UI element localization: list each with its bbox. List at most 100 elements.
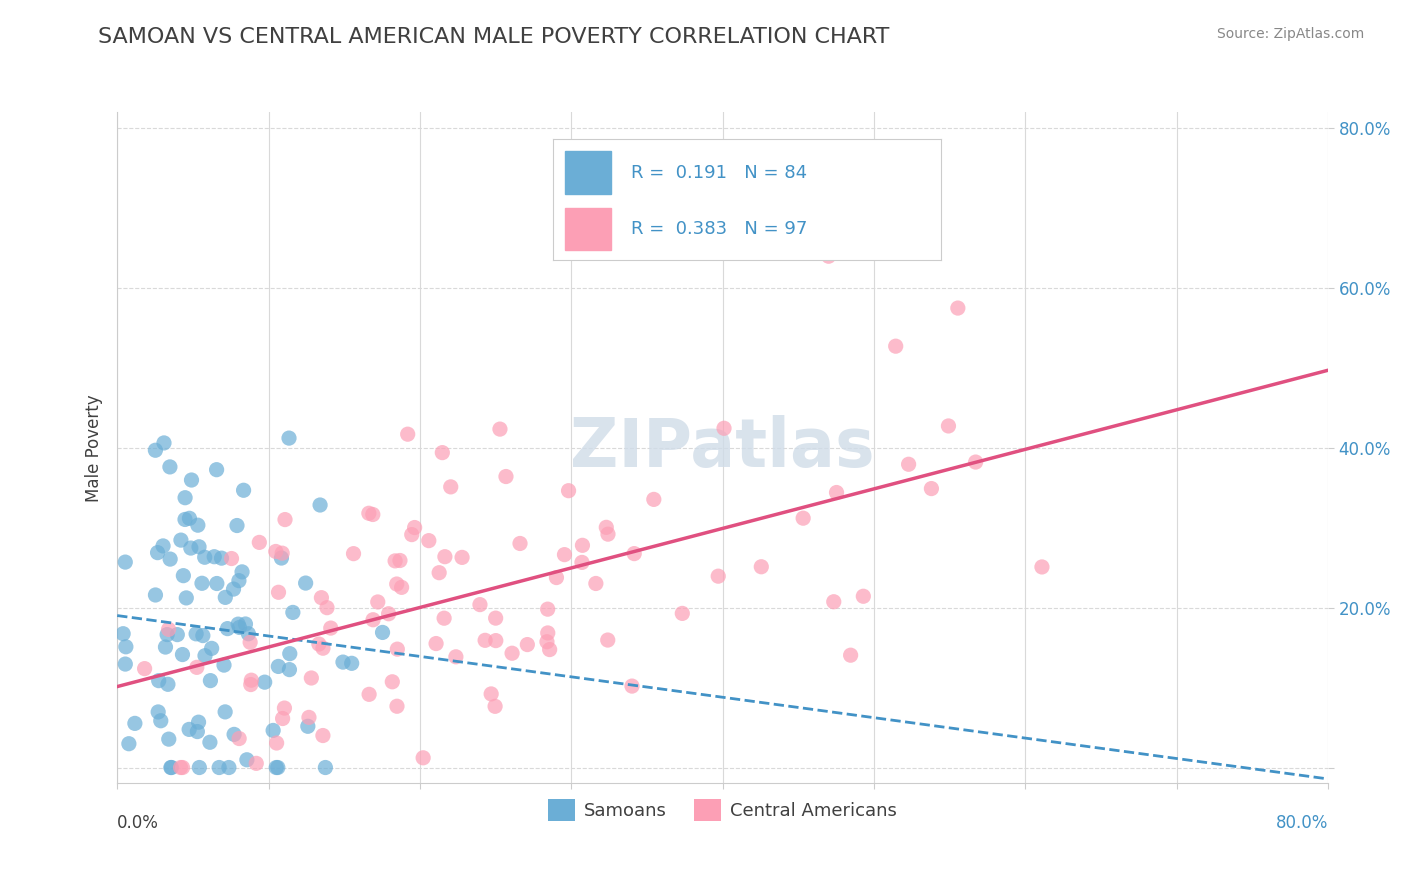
Point	[148, 673, 170, 688]
Point	[145, 443, 167, 458]
Point	[595, 520, 617, 534]
Point	[418, 533, 440, 548]
Point	[228, 620, 250, 634]
Point	[361, 613, 384, 627]
Point	[495, 469, 517, 483]
Point	[387, 642, 409, 657]
Point	[489, 422, 512, 436]
Point	[278, 647, 301, 661]
Point	[253, 675, 276, 690]
Point	[187, 715, 209, 730]
Point	[427, 566, 450, 580]
Point	[194, 550, 217, 565]
Point	[156, 677, 179, 691]
Point	[643, 492, 665, 507]
Point	[308, 637, 330, 651]
Point	[707, 569, 730, 583]
Point	[342, 547, 364, 561]
Point	[153, 436, 176, 450]
Point	[367, 595, 389, 609]
Point	[231, 565, 253, 579]
Point	[218, 760, 240, 774]
Point	[319, 621, 342, 635]
Point	[201, 641, 224, 656]
Point	[401, 527, 423, 541]
Point	[115, 640, 138, 654]
Text: Source: ZipAtlas.com: Source: ZipAtlas.com	[1216, 27, 1364, 41]
Point	[202, 549, 225, 564]
Point	[946, 301, 969, 315]
Point	[377, 607, 399, 621]
Point	[174, 591, 197, 605]
Point	[571, 538, 593, 552]
Point	[247, 535, 270, 549]
Point	[169, 760, 191, 774]
Point	[749, 559, 772, 574]
Point	[114, 555, 136, 569]
Point	[316, 600, 339, 615]
Point	[852, 589, 875, 603]
Point	[267, 760, 290, 774]
Point	[385, 577, 408, 591]
Point	[553, 548, 575, 562]
Point	[205, 576, 228, 591]
Point	[191, 629, 214, 643]
Point	[114, 657, 136, 671]
Point	[621, 679, 644, 693]
Point	[884, 339, 907, 353]
Point	[312, 641, 335, 656]
Point	[155, 640, 177, 654]
Y-axis label: Male Poverty: Male Poverty	[86, 394, 103, 502]
Point	[623, 547, 645, 561]
Point	[156, 627, 179, 641]
Point	[412, 751, 434, 765]
Point	[239, 635, 262, 649]
Point	[146, 546, 169, 560]
Point	[217, 622, 239, 636]
Point	[245, 756, 267, 771]
Point	[920, 482, 942, 496]
Point	[546, 570, 568, 584]
Point	[468, 598, 491, 612]
Point	[186, 724, 208, 739]
Point	[792, 511, 814, 525]
Point	[485, 611, 508, 625]
Point	[433, 549, 456, 564]
Point	[157, 623, 180, 637]
Point	[388, 553, 411, 567]
Point	[273, 701, 295, 715]
Point	[938, 419, 960, 434]
Point	[537, 602, 560, 616]
Point	[262, 723, 284, 738]
Point	[214, 591, 236, 605]
Point	[152, 539, 174, 553]
Point	[228, 731, 250, 746]
Legend: Samoans, Central Americans: Samoans, Central Americans	[541, 792, 904, 828]
Point	[281, 606, 304, 620]
Point	[266, 736, 288, 750]
Point	[361, 508, 384, 522]
Point	[267, 659, 290, 673]
Point	[479, 687, 502, 701]
Point	[299, 671, 322, 685]
Point	[444, 649, 467, 664]
Text: 80.0%: 80.0%	[1275, 814, 1329, 831]
Point	[396, 427, 419, 442]
Point	[146, 705, 169, 719]
Point	[298, 710, 321, 724]
Point	[484, 699, 506, 714]
Point	[235, 617, 257, 632]
Point	[537, 626, 560, 640]
Point	[271, 712, 294, 726]
Point	[965, 455, 987, 469]
Point	[267, 585, 290, 599]
Point	[172, 648, 194, 662]
Point	[194, 648, 217, 663]
Point	[188, 540, 211, 554]
Point	[264, 544, 287, 558]
Point	[180, 541, 202, 555]
Point	[172, 760, 194, 774]
Point	[312, 729, 335, 743]
Point	[371, 625, 394, 640]
Point	[270, 551, 292, 566]
